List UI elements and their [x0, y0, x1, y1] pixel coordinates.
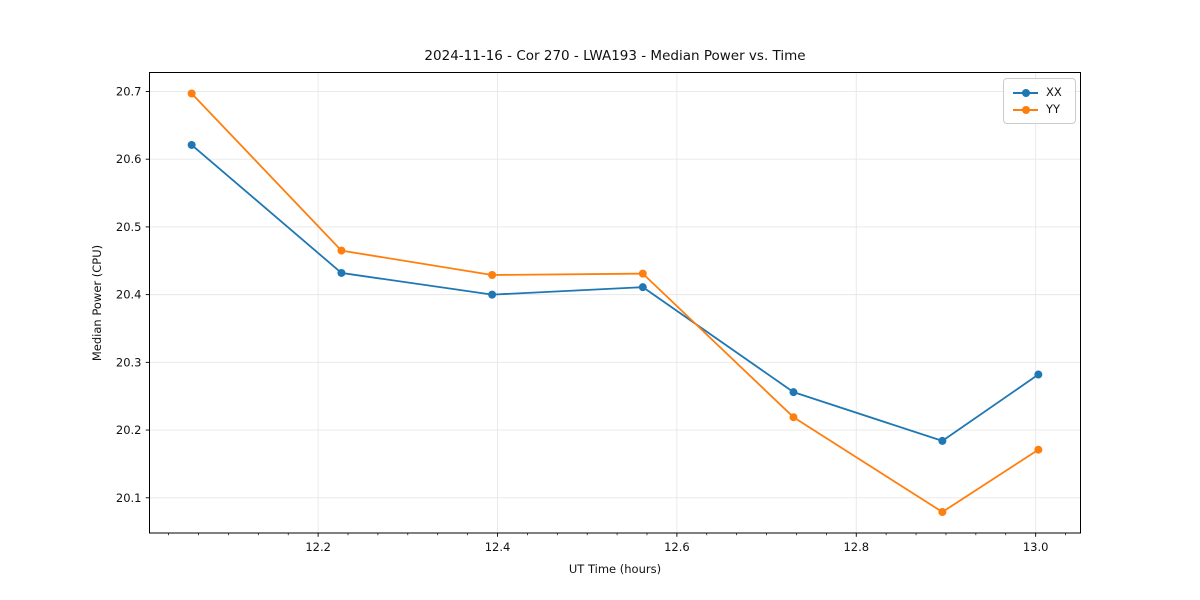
data-point-xx: [638, 283, 647, 292]
legend: XX YY: [1003, 78, 1076, 124]
x-tick-label: 12.2: [305, 540, 331, 554]
data-point-yy: [187, 89, 196, 98]
data-point-yy: [938, 508, 947, 517]
data-point-xx: [187, 140, 196, 149]
y-tick-label: 20.4: [116, 288, 142, 302]
data-point-xx: [337, 268, 346, 277]
legend-entry-yy: YY: [1013, 101, 1068, 118]
y-tick-label: 20.7: [116, 84, 142, 98]
data-point-xx: [938, 436, 947, 445]
data-point-xx: [789, 388, 798, 397]
data-point-yy: [337, 246, 346, 255]
y-tick-label: 20.2: [116, 423, 142, 437]
data-point-yy: [638, 269, 647, 278]
data-point-yy: [789, 413, 798, 422]
y-tick-label: 20.5: [116, 220, 142, 234]
x-tick-label: 12.4: [485, 540, 511, 554]
data-point-yy: [1034, 445, 1043, 454]
x-tick-label: 12.8: [843, 540, 869, 554]
legend-line-icon: [1013, 105, 1038, 114]
axes-box: [149, 72, 1081, 534]
chart-title: 2024-11-16 - Cor 270 - LWA193 - Median P…: [424, 48, 806, 64]
x-tick-label: 13.0: [1023, 540, 1049, 554]
series-line-xx: [191, 144, 1039, 442]
series-line-yy: [191, 92, 1039, 513]
legend-label-yy: YY: [1046, 101, 1061, 116]
legend-marker-icon: [1021, 105, 1030, 114]
legend-line-icon: [1013, 88, 1038, 97]
y-axis-label: Median Power (CPU): [90, 244, 104, 362]
y-tick-label: 20.3: [116, 355, 142, 369]
data-point-yy: [488, 270, 497, 279]
data-point-xx: [488, 290, 497, 299]
legend-entry-xx: XX: [1013, 84, 1068, 101]
x-tick-label: 12.6: [664, 540, 690, 554]
legend-label-xx: XX: [1046, 84, 1062, 99]
x-axis-label: UT Time (hours): [568, 562, 662, 576]
legend-marker-icon: [1021, 88, 1030, 97]
y-tick-label: 20.6: [116, 152, 142, 166]
data-point-xx: [1034, 370, 1043, 379]
y-tick-label: 20.1: [116, 491, 142, 505]
